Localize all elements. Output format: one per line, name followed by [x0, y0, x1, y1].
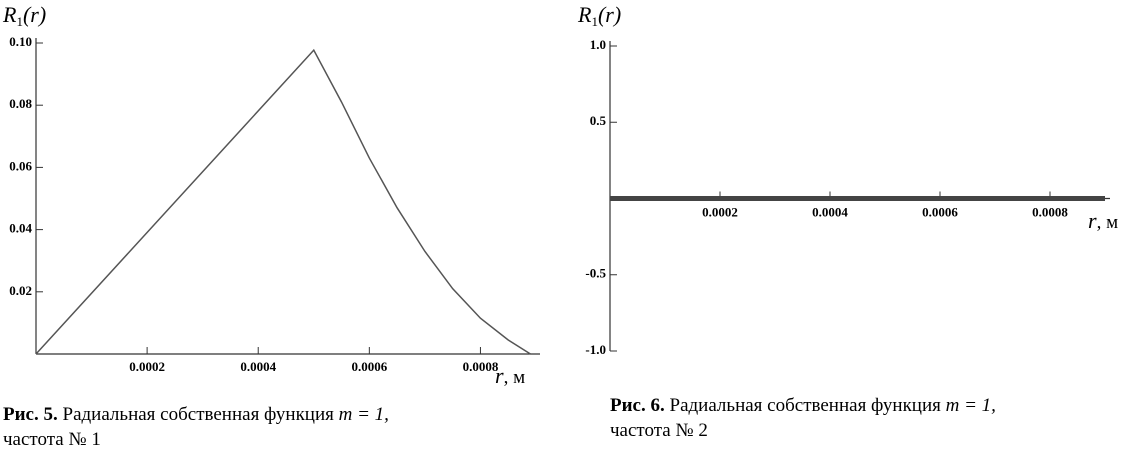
x-label-symbol: r [1088, 208, 1097, 233]
x-tick-label: 0.0008 [1032, 204, 1068, 219]
x-label-symbol: r [495, 363, 504, 388]
y-tick-label: 0.08 [9, 96, 32, 111]
y-label-subscript: 1 [591, 14, 598, 29]
y-axis-label: R1(r) [577, 2, 621, 29]
y-label-argument: (r) [598, 2, 621, 27]
caption-math: m = 1, [946, 395, 996, 416]
caption-label: Рис. 6. [610, 395, 665, 416]
x-tick-label: 0.0008 [463, 359, 499, 374]
caption-line: частота № 1 [3, 429, 101, 449]
caption-line: частота № 2 [610, 420, 708, 441]
x-tick-label: 0.0006 [922, 204, 958, 219]
caption: Рис. 5. Радиальная собственная функция m… [3, 404, 389, 425]
x-tick-label: 0.0002 [129, 359, 165, 374]
y-tick-label: -1.0 [585, 342, 606, 357]
y-tick-label: 0.02 [9, 283, 32, 298]
caption-text: Радиальная собственная функция [63, 404, 335, 425]
x-axis-label: r, м [1088, 208, 1118, 233]
y-tick-label: 0.04 [9, 221, 32, 236]
caption-label: Рис. 5. [3, 404, 58, 425]
x-tick-label: 0.0004 [240, 359, 276, 374]
x-label-unit: , м [1097, 212, 1119, 233]
y-tick-label: 0.5 [590, 113, 607, 128]
y-label-argument: (r) [23, 2, 46, 27]
y-tick-label: 0.06 [9, 158, 32, 173]
x-tick-label: 0.0004 [812, 204, 848, 219]
x-tick-label: 0.0002 [702, 204, 738, 219]
y-tick-label: 0.10 [9, 34, 32, 49]
y-label-symbol: R [577, 2, 592, 27]
caption-math: m = 1, [339, 404, 389, 425]
y-label-subscript: 1 [16, 14, 23, 29]
series-line [35, 48, 531, 355]
x-tick-label: 0.0006 [351, 359, 387, 374]
y-axis-label: R1(r) [2, 2, 46, 29]
x-axis-label: r, м [495, 363, 525, 388]
y-tick-label: 1.0 [590, 37, 606, 52]
caption-text: Радиальная собственная функция [670, 395, 942, 416]
y-tick-label: -0.5 [585, 266, 606, 281]
x-label-unit: , м [504, 367, 526, 388]
y-label-symbol: R [2, 2, 17, 27]
caption: Рис. 6. Радиальная собственная функция m… [610, 395, 996, 416]
